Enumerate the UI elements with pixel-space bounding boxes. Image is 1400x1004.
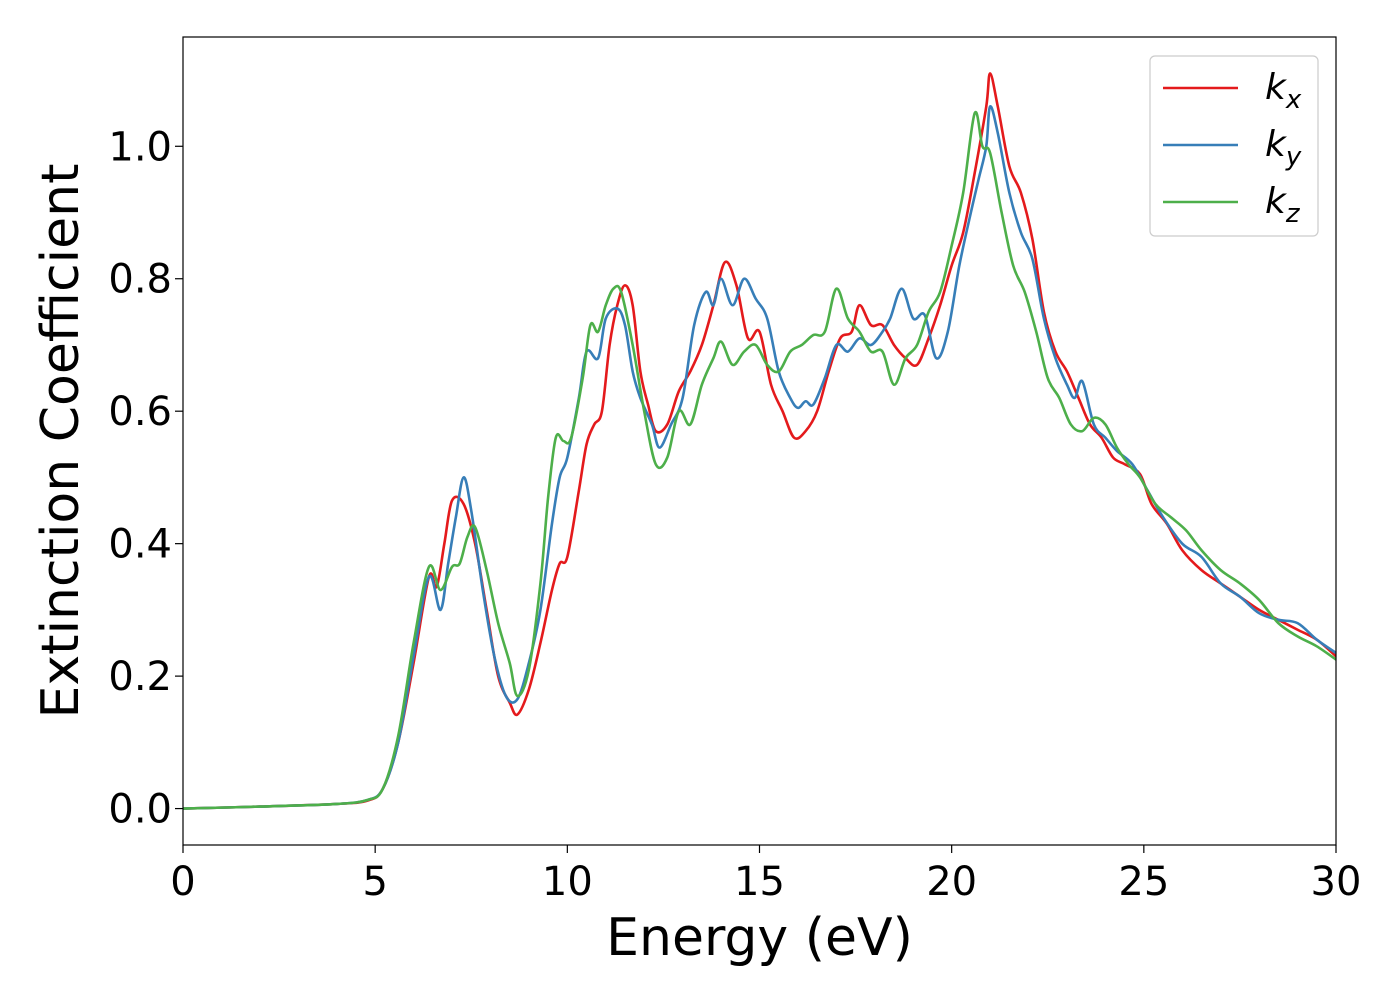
legend-label-k-z: kz [1265, 181, 1301, 229]
series-line-k-z [183, 110, 1336, 810]
y-axis-label: Extinction Coefficient [31, 164, 91, 719]
y-tick-label: 0.8 [108, 257, 172, 303]
x-axis-label: Energy (eV) [606, 908, 913, 968]
ticks-layer: 0 5 10 15 20 25 30 0.0 0.2 0.4 0.6 0.8 1.0 [108, 124, 1361, 905]
series-line-k-y [183, 105, 1336, 810]
x-tick-label: 20 [926, 859, 977, 905]
legend-label-k-y: ky [1265, 124, 1302, 172]
y-tick-label: 0.6 [108, 389, 172, 435]
x-tick-label: 5 [362, 859, 387, 905]
x-tick-label: 25 [1118, 859, 1169, 905]
x-tick-label: 15 [734, 859, 785, 905]
y-tick-label: 0.0 [108, 787, 172, 833]
legend-label-k-x: kx [1265, 67, 1302, 115]
y-tick-label: 1.0 [108, 124, 172, 170]
x-tick-label: 10 [542, 859, 593, 905]
y-tick-label: 0.2 [108, 654, 172, 700]
y-tick-label: 0.4 [108, 522, 172, 568]
x-tick-label: 30 [1311, 859, 1362, 905]
x-tick-label: 0 [170, 859, 195, 905]
legend-entries: kx ky kz [1163, 67, 1302, 229]
legend: kx ky kz [1149, 55, 1319, 237]
series-layer [183, 72, 1336, 810]
